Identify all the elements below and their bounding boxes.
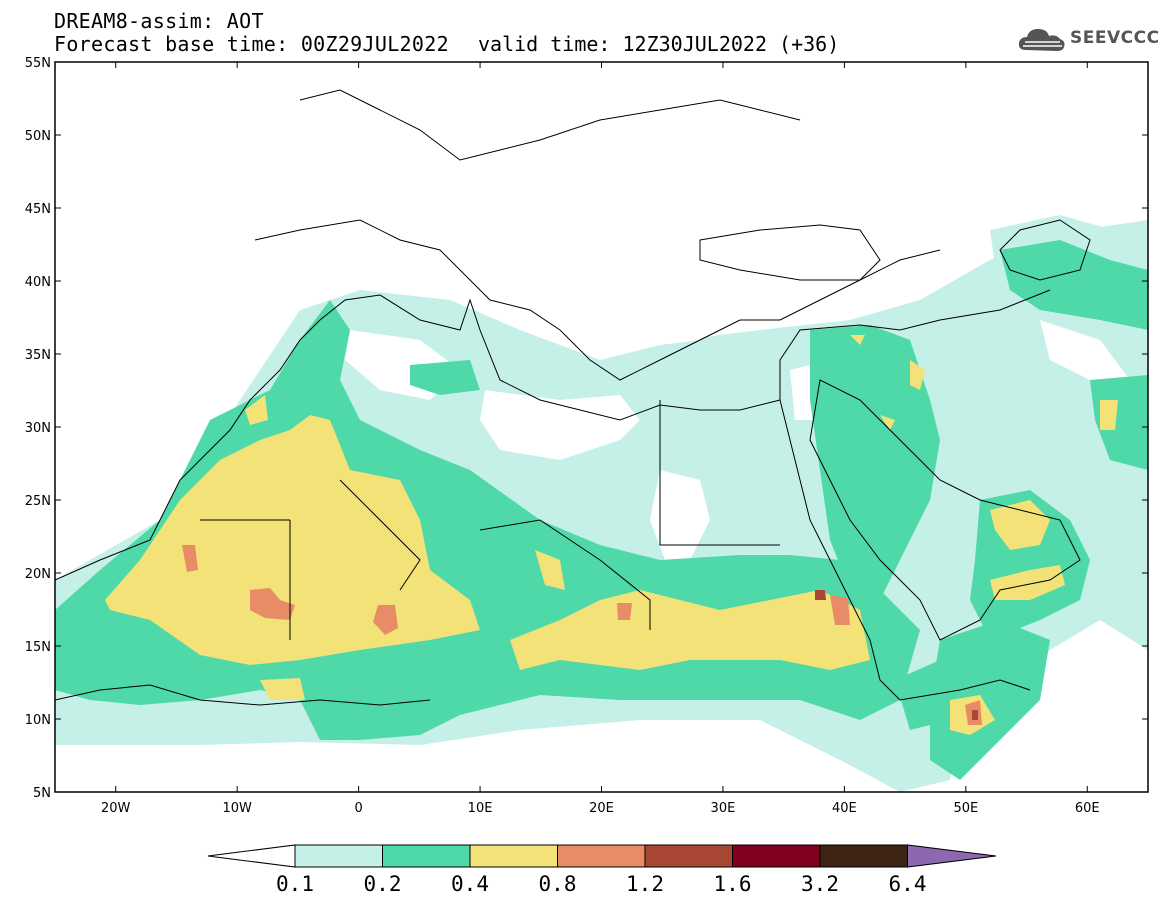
lat-tick-label: 45N [25, 202, 51, 217]
lat-tick-label: 5N [33, 786, 51, 801]
lat-ticks: 55N 50N 45N 40N 35N 30N 25N 20N 15N 10N 5N [25, 56, 1148, 801]
lon-tick-label: 50E [953, 801, 978, 816]
map-title: DREAM8-assim: AOT [54, 9, 264, 33]
lat-tick-label: 35N [25, 348, 51, 363]
colorbar-label: 0.4 [451, 872, 489, 896]
colorbar-swatch [819, 844, 908, 868]
colorbar-swatch [469, 844, 558, 868]
colorbar-swatch [294, 844, 383, 868]
lon-tick-label: 30E [711, 801, 736, 816]
aot-field [55, 215, 1148, 792]
lon-tick-label: 0 [354, 801, 362, 816]
coastlines [55, 89, 1091, 706]
lon-tick-label: 60E [1075, 801, 1100, 816]
lat-tick-label: 50N [25, 129, 51, 144]
colorbar-label: 6.4 [889, 872, 927, 896]
colorbar-above-arrow [907, 844, 997, 868]
lon-tick-label: 10W [222, 801, 252, 816]
colorbar-swatch [557, 844, 646, 868]
colorbar-below-arrow [207, 844, 296, 868]
lat-tick-label: 40N [25, 275, 51, 290]
lat-tick-label: 30N [25, 421, 51, 436]
colorbar: 0.1 0.2 0.4 0.8 1.2 1.6 3.2 6.4 [207, 844, 997, 896]
colorbar-label: 0.1 [276, 872, 314, 896]
colorbar-label: 0.2 [364, 872, 402, 896]
seevccc-logo: SEEVCCC [1016, 22, 1159, 58]
colorbar-label: 0.8 [539, 872, 577, 896]
lon-tick-label: 10E [468, 801, 493, 816]
aot-band-1.2 [815, 590, 978, 720]
lat-tick-label: 15N [25, 640, 51, 655]
logo-text: SEEVCCC [1070, 28, 1160, 48]
cloud-icon [1018, 29, 1065, 51]
lat-tick-label: 55N [25, 56, 51, 71]
aot-band-0.4 [105, 335, 1118, 735]
lat-tick-label: 25N [25, 494, 51, 509]
forecast-base-time: Forecast base time: 00Z29JUL2022 [54, 32, 449, 56]
colorbar-label: 1.6 [714, 872, 752, 896]
lat-tick-label: 10N [25, 713, 51, 728]
colorbar-label: 3.2 [801, 872, 839, 896]
aot-band-0.8 [182, 545, 982, 725]
colorbar-swatch [382, 844, 471, 868]
lat-tick-label: 20N [25, 567, 51, 582]
lon-ticks: 20W 10W 0 10E 20E 30E 40E 50E 60E [101, 62, 1100, 816]
lon-tick-label: 40E [832, 801, 857, 816]
colorbar-swatch [732, 844, 821, 868]
lon-tick-label: 20E [589, 801, 614, 816]
lon-tick-label: 20W [101, 801, 131, 816]
colorbar-label: 1.2 [626, 872, 664, 896]
colorbar-swatch [644, 844, 733, 868]
valid-time: valid time: 12Z30JUL2022 (+36) [478, 32, 840, 56]
